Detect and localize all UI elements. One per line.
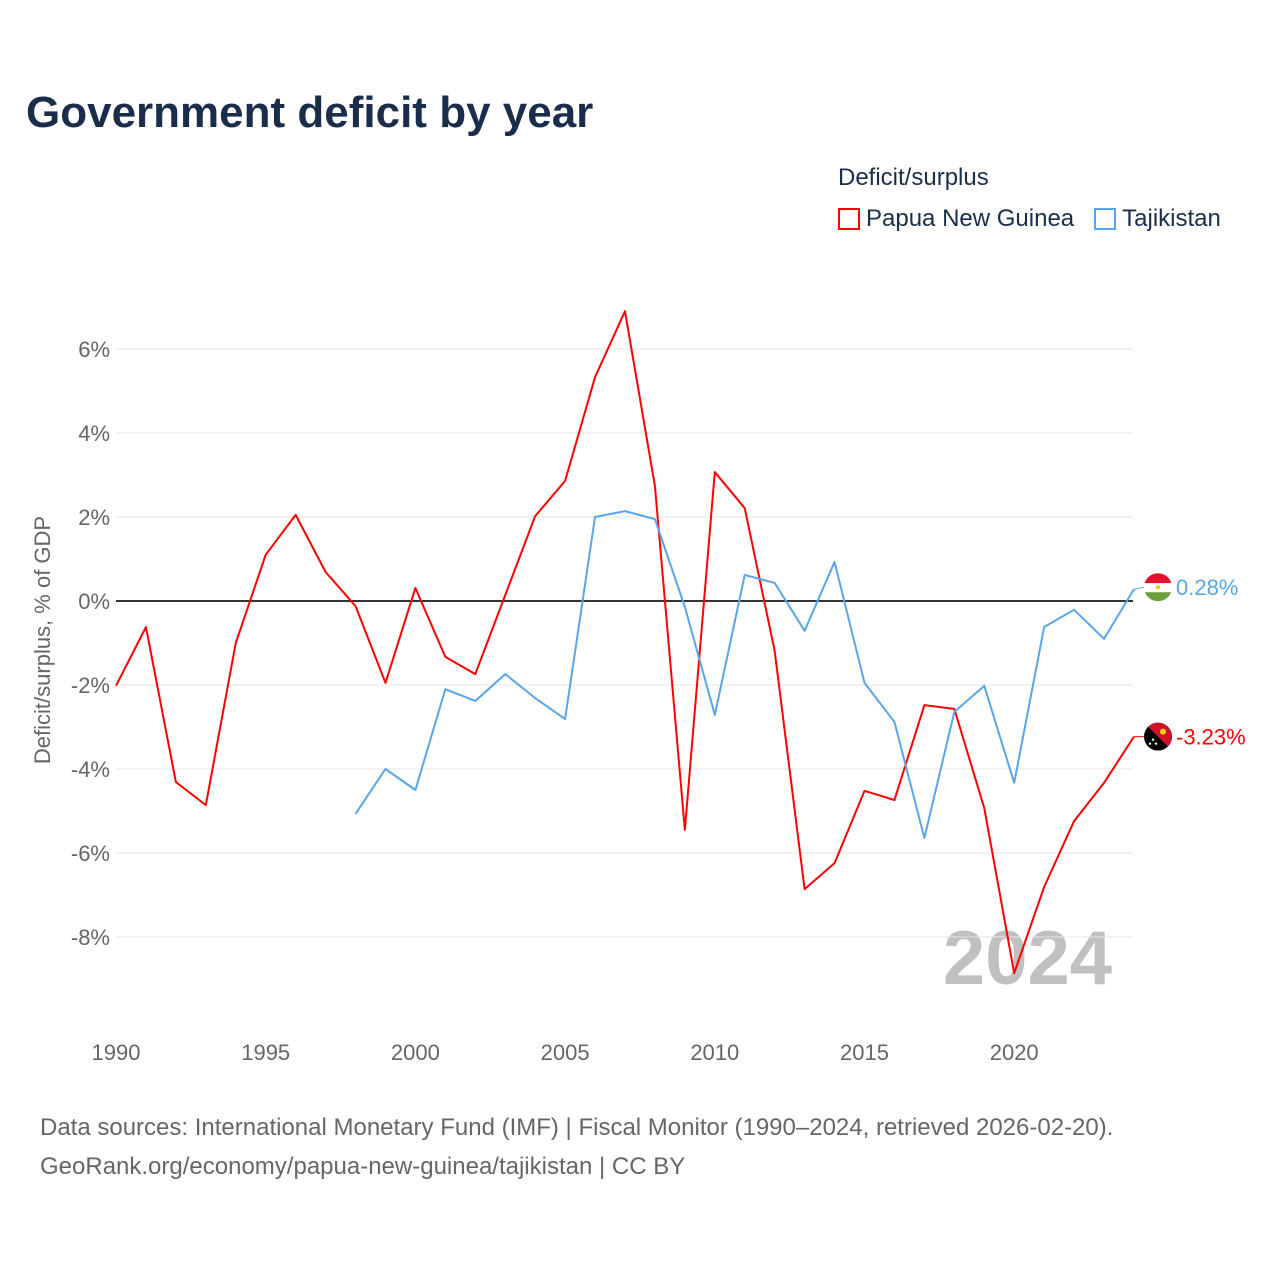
data-point <box>323 569 329 575</box>
data-point <box>921 702 927 708</box>
data-point <box>412 585 418 591</box>
data-point <box>532 513 538 519</box>
legend-title: Deficit/surplus <box>838 164 989 191</box>
data-point <box>293 512 299 518</box>
data-point <box>891 719 897 725</box>
year-watermark: 2024 <box>943 916 1112 1001</box>
x-tick-label: 2005 <box>541 1040 590 1065</box>
data-point <box>382 680 388 686</box>
legend: Papua New Guinea Tajikistan <box>838 205 1221 233</box>
legend-label: Tajikistan <box>1122 205 1221 232</box>
end-value-label: 0.28% <box>1176 575 1238 600</box>
y-axis-label: Deficit/surplus, % of GDP <box>30 516 55 764</box>
y-tick-label: 4% <box>78 421 110 446</box>
legend-label: Papua New Guinea <box>866 205 1075 232</box>
data-point <box>682 827 688 833</box>
x-tick-label: 2000 <box>391 1040 440 1065</box>
data-point <box>981 683 987 689</box>
x-tick-label: 2015 <box>840 1040 889 1065</box>
data-point <box>173 779 179 785</box>
data-point <box>1041 884 1047 890</box>
chart-title: Government deficit by year <box>26 88 594 137</box>
data-point <box>832 559 838 565</box>
data-point <box>862 680 868 686</box>
data-point <box>562 478 568 484</box>
x-tick-label: 2010 <box>690 1040 739 1065</box>
data-point <box>712 469 718 475</box>
data-point <box>622 508 628 514</box>
data-point <box>203 802 209 808</box>
y-tick-label: 6% <box>78 337 110 362</box>
data-point <box>622 308 628 314</box>
attribution-text: GeoRank.org/economy/papua-new-guinea/taj… <box>40 1153 686 1180</box>
series-line-tajikistan <box>354 510 1135 839</box>
data-point <box>951 709 957 715</box>
data-point <box>802 886 808 892</box>
data-point <box>412 787 418 793</box>
data-point <box>862 788 868 794</box>
data-point <box>921 835 927 841</box>
legend-swatch <box>1094 208 1117 230</box>
y-tick-label: -4% <box>71 757 110 782</box>
data-point <box>772 580 778 586</box>
data-point <box>1041 624 1047 630</box>
data-point <box>113 683 119 689</box>
y-tick-label: -2% <box>71 673 110 698</box>
data-point <box>832 860 838 866</box>
data-point <box>1011 780 1017 786</box>
y-tick-label: 2% <box>78 505 110 530</box>
data-point <box>1071 818 1077 824</box>
data-point <box>233 640 239 646</box>
data-point <box>652 483 658 489</box>
y-tick-label: -8% <box>71 925 110 950</box>
tajikistan-flag-icon <box>1144 573 1172 602</box>
x-tick-label: 2020 <box>990 1040 1039 1065</box>
data-point <box>742 505 748 511</box>
legend-item-tajikistan[interactable]: Tajikistan <box>1094 205 1221 233</box>
data-point <box>1101 636 1107 642</box>
data-point <box>472 671 478 677</box>
data-point <box>382 766 388 772</box>
data-point <box>502 592 508 598</box>
data-point <box>143 624 149 630</box>
y-tick-label: 0% <box>78 589 110 614</box>
x-tick-label: 1990 <box>92 1040 141 1065</box>
end-value-label: -3.23% <box>1176 725 1246 750</box>
data-point <box>1011 970 1017 976</box>
data-point <box>592 514 598 520</box>
legend-swatch <box>838 208 860 230</box>
y-tick-label: -6% <box>71 841 110 866</box>
data-point <box>682 604 688 610</box>
data-point <box>802 628 808 634</box>
data-point <box>1071 607 1077 613</box>
data-point <box>263 552 269 558</box>
data-point <box>742 572 748 578</box>
source-text: Data sources: International Monetary Fun… <box>40 1114 1114 1141</box>
data-point <box>532 695 538 701</box>
data-point <box>772 648 778 654</box>
data-point <box>442 654 448 660</box>
data-point <box>652 516 658 522</box>
papua-new-guinea-flag-icon <box>1144 722 1172 751</box>
series-line-papua-new-guinea <box>115 310 1135 975</box>
data-point <box>592 374 598 380</box>
data-point <box>712 712 718 718</box>
data-point <box>981 805 987 811</box>
end-leader <box>1133 586 1146 590</box>
data-point <box>353 811 359 817</box>
legend-item-papua-new-guinea[interactable]: Papua New Guinea <box>838 205 1074 233</box>
data-point <box>353 603 359 609</box>
data-point <box>442 686 448 692</box>
data-point <box>562 716 568 722</box>
footer: Data sources: International Monetary Fun… <box>40 1108 1113 1186</box>
data-point <box>502 671 508 677</box>
data-point <box>891 797 897 803</box>
data-point <box>472 698 478 704</box>
data-point <box>1101 780 1107 786</box>
x-tick-label: 1995 <box>241 1040 290 1065</box>
